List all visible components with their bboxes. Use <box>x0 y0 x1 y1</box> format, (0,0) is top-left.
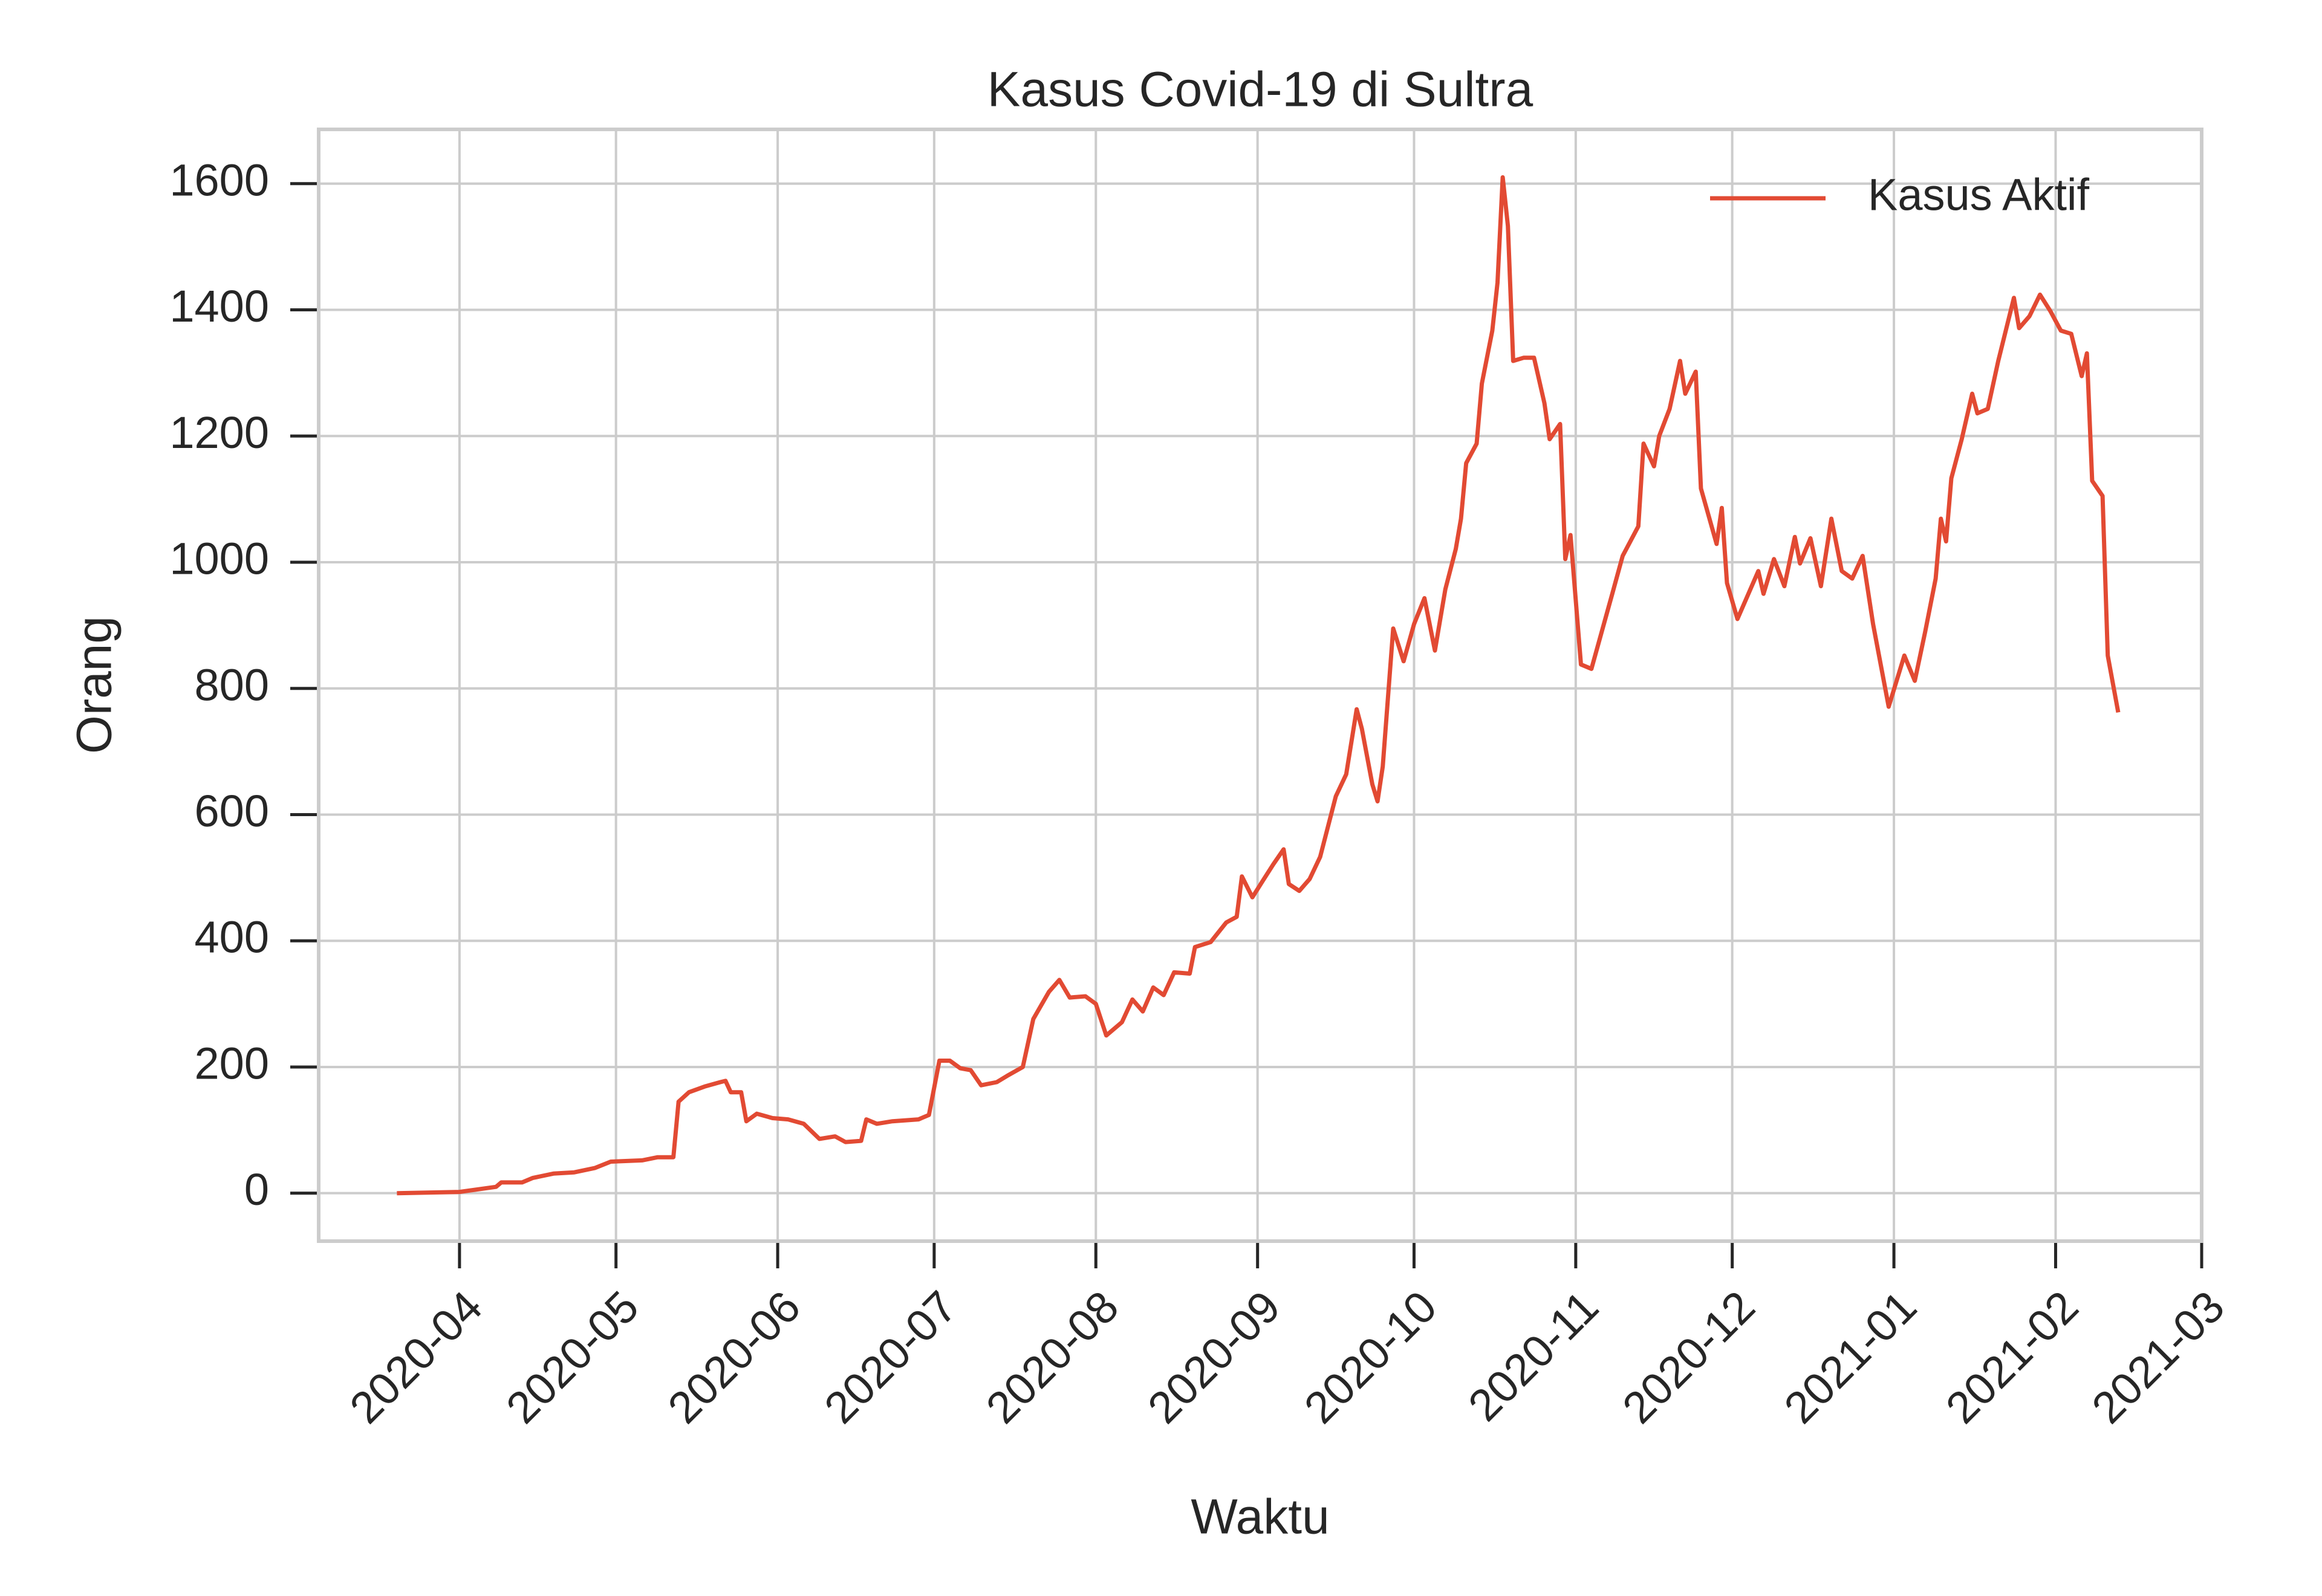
x-tick-label: 2021-01 <box>1774 1281 1926 1433</box>
x-tick-label: 2020-04 <box>340 1281 492 1433</box>
x-tick-label: 2020-10 <box>1295 1281 1446 1433</box>
x-tick-label: 2020-07 <box>815 1281 966 1433</box>
y-tick-label: 800 <box>195 660 269 710</box>
x-tick-label: 2020-09 <box>1138 1281 1290 1433</box>
y-tick-label: 600 <box>195 786 269 836</box>
x-tick-label: 2020-05 <box>496 1281 648 1433</box>
y-axis-label: Orang <box>67 616 122 754</box>
y-tick-label: 1200 <box>169 407 269 458</box>
legend-label: Kasus Aktif <box>1868 170 2090 220</box>
x-tick-label: 2021-02 <box>1936 1281 2088 1433</box>
y-tick-label: 0 <box>244 1164 269 1215</box>
y-tick-label: 200 <box>195 1038 269 1088</box>
x-tick-label: 2020-11 <box>1459 1281 1608 1430</box>
y-tick-label: 1400 <box>169 281 269 331</box>
x-tick-label: 2020-06 <box>659 1281 810 1433</box>
data-line <box>397 175 2121 1196</box>
x-tick-label: 2021-03 <box>2082 1281 2234 1433</box>
y-tick-label: 400 <box>195 912 269 962</box>
x-axis-label: Waktu <box>1191 1490 1329 1545</box>
chart-title: Kasus Covid-19 di Sultra <box>987 62 1533 117</box>
y-tick-label: 1600 <box>169 155 269 205</box>
x-tick-label: 2020-12 <box>1613 1281 1764 1433</box>
plot-frame <box>317 128 2203 1243</box>
x-tick-label: 2020-08 <box>977 1281 1128 1433</box>
y-tick-label: 1000 <box>169 534 269 584</box>
